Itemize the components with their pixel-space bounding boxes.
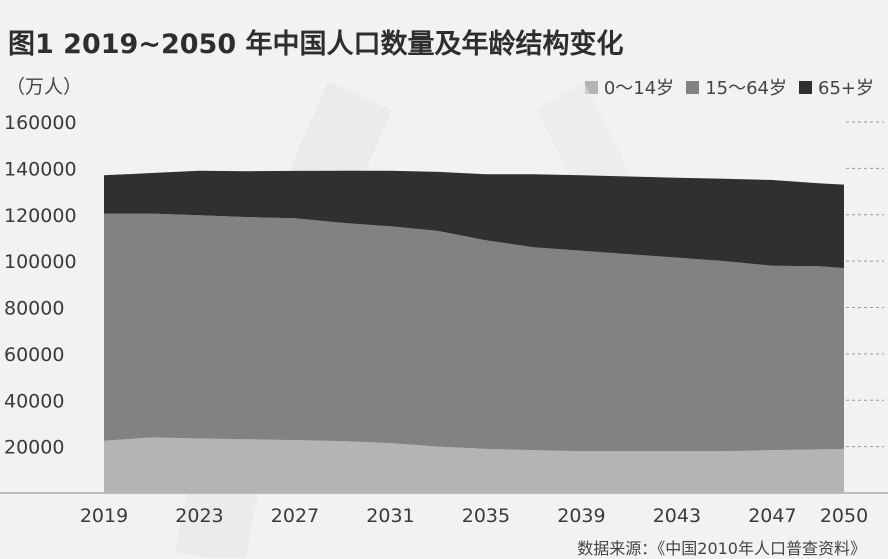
legend-label-0-14: 0～14岁 <box>603 78 675 99</box>
y-tick-label: 100000 <box>4 251 77 273</box>
x-tick-label: 2035 <box>462 505 510 527</box>
x-tick-label: 2023 <box>175 505 223 527</box>
legend-item-65-plus: 65+岁 <box>799 74 874 100</box>
y-tick-label: 20000 <box>4 437 64 459</box>
legend-label-15-64: 15～64岁 <box>705 78 787 99</box>
x-tick-label: 2043 <box>653 505 701 527</box>
data-source-note: 数据来源：《中国2010年人口普查资料》 <box>577 539 866 558</box>
y-tick-label: 160000 <box>4 112 77 134</box>
y-tick-label: 80000 <box>4 298 64 320</box>
chart-title: 图1 2019~2050 年中国人口数量及年龄结构变化 <box>8 29 624 60</box>
x-tick-label: 2047 <box>748 505 796 527</box>
legend-swatch-15-64 <box>686 80 700 94</box>
x-tick-label: 2039 <box>557 505 605 527</box>
y-tick-label: 40000 <box>4 390 64 412</box>
y-tick-label: 120000 <box>4 205 77 227</box>
legend: 0～14岁 15～64岁 65+岁 <box>584 74 874 100</box>
area-series-65-plus <box>104 170 844 269</box>
y-tick-label: 140000 <box>4 158 77 180</box>
legend-label-65-plus: 65+岁 <box>818 78 874 99</box>
x-tick-label: 2031 <box>366 505 414 527</box>
x-tick-label: 2019 <box>80 505 128 527</box>
legend-swatch-65-plus <box>799 80 812 94</box>
x-tick-label: 2027 <box>271 505 319 527</box>
legend-item-15-64: 15～64岁 <box>686 74 787 100</box>
area-series-15-64 <box>104 213 844 452</box>
x-tick-label: 2050 <box>820 505 868 527</box>
y-tick-label: 60000 <box>4 344 64 366</box>
y-axis-unit-label: （万人） <box>6 76 83 98</box>
